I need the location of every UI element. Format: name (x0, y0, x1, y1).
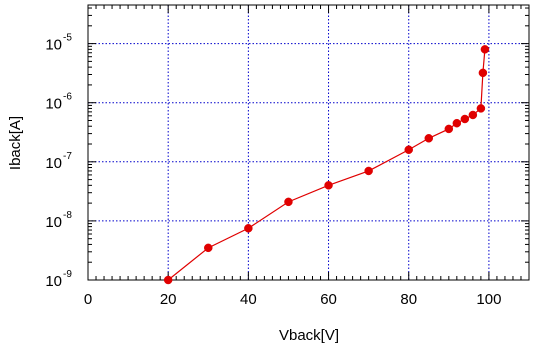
y-tick-label: 10 -6 (45, 92, 72, 113)
y-tick-labels: 10-910-810-710-610-5 (45, 33, 72, 290)
x-tick-label: 0 (84, 291, 92, 308)
y-tick-label-exponent: -5 (63, 33, 72, 44)
data-point (324, 181, 333, 190)
y-tick-label: 10 -5 (45, 33, 72, 54)
y-axis-title: Iback[A] (7, 116, 24, 170)
x-tick-label: 100 (476, 291, 501, 308)
x-tick-labels: 0 20 40 60 80 100 (84, 291, 502, 308)
tick-layer (87, 5, 530, 281)
data-point (480, 45, 490, 54)
y-tick-label-exponent: -8 (63, 210, 72, 221)
y-tick-label: 10 -7 (45, 151, 72, 172)
x-tick-label: 80 (400, 291, 417, 308)
x-tick-label: 20 (160, 291, 177, 308)
data-point (244, 224, 253, 233)
x-tick-label: 60 (320, 291, 337, 308)
y-tick-label-exponent: -6 (63, 92, 72, 103)
grid-layer (88, 5, 529, 280)
data-point (424, 134, 434, 143)
plot-frame (87, 4, 530, 281)
data-point (284, 197, 293, 207)
data-point (468, 110, 478, 120)
data-point (444, 124, 454, 134)
x-axis-title: Vback[V] (279, 327, 339, 344)
data-point (476, 104, 486, 113)
y-tick-label-exponent: -7 (63, 151, 72, 162)
y-tick-label-base: 10 (45, 155, 62, 172)
y-tick-label-base: 10 (45, 273, 62, 290)
data-point (460, 114, 470, 124)
x-tick-label: 40 (240, 291, 257, 308)
y-tick-label-base: 10 (45, 96, 62, 113)
y-tick-label-base: 10 (45, 214, 62, 231)
y-tick-label: 10 -8 (45, 210, 72, 231)
data-point (163, 275, 173, 285)
data-point (404, 145, 413, 154)
data-point (204, 243, 213, 253)
y-tick-label-exponent: -9 (63, 269, 72, 280)
series-layer (163, 45, 490, 285)
data-point (364, 166, 373, 176)
series-line (167, 49, 486, 281)
y-tick-label-base: 10 (45, 37, 62, 54)
data-point (478, 68, 488, 78)
data-point (452, 118, 462, 128)
y-tick-label: 10 -9 (45, 269, 72, 290)
